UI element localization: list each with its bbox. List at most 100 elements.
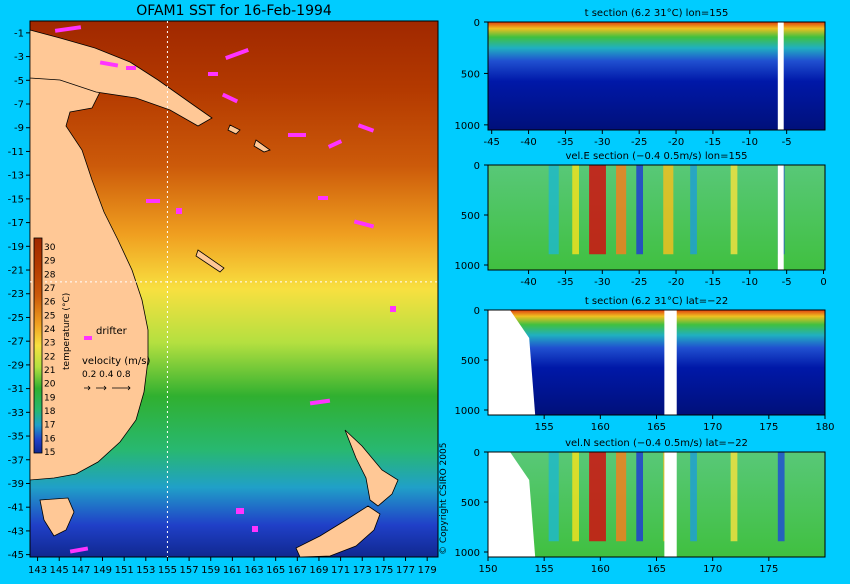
section-x-tick-label: 165 [647,564,666,575]
section-x-tick-label: -15 [705,277,721,288]
velocity-band [730,452,738,542]
drifter-track [318,196,328,200]
drifter-track [221,92,239,104]
section-y-tick-label: 500 [461,356,480,367]
drifter-track [252,526,258,532]
map-x-tick-label: 171 [331,565,350,576]
map-y-tick-label: -5 [14,76,24,87]
colorbar-bar [33,237,43,454]
map-x-tick-label: 159 [201,565,220,576]
map-x-tick-label: 173 [353,565,372,576]
section-y-tick-label: 0 [474,18,480,29]
section-panel-velE-section-lon: vel.E section (−0.4 0.5m/s) lon=155 -40 -3… [455,151,827,288]
map-y-tick-label: -37 [8,455,24,466]
section-field [488,22,825,130]
section-title: vel.E section (−0.4 0.5m/s) lon=155 [565,151,747,162]
copyright: © Copyright CSIRO 2005 [439,443,449,555]
sst-map [29,20,439,558]
velocity-band [690,452,697,542]
colorbar-tick-label: 28 [44,270,56,280]
land-australia [29,59,149,481]
section-x-tick-label: 175 [759,564,778,575]
velocity-band [690,165,697,255]
section-panels: t section (6.2 31°C) lon=155 -45 -40 -35 -30… [455,8,835,575]
map-x-tick-label: 147 [71,565,90,576]
map-y-tick-label: -13 [8,171,24,182]
section-field [488,452,825,557]
map-y-tick-label: -15 [8,194,24,205]
map-y-tick-label: -39 [8,479,24,490]
colorbar-tick-label: 21 [44,366,55,376]
drifter-track [327,139,343,149]
section-x-tick-label: -20 [668,137,684,148]
map-y-tick-label: -3 [14,52,24,63]
velocity-band [548,165,559,255]
colorbar-tick-label: 29 [44,257,56,267]
velocity-band [572,452,579,542]
section-x-tick-label: -45 [484,137,500,148]
colorbar-tick-label: 26 [44,298,56,308]
map-y-tick-label: -33 [8,408,24,419]
map-y-tick-label: -1 [14,28,24,39]
drifter-track [236,508,244,514]
section-y-tick-label: 0 [474,306,480,317]
data-gap [777,22,784,130]
colorbar-tick-label: 16 [44,434,56,444]
map-y-tick-label: -23 [8,289,24,300]
velocity-band [777,452,785,542]
colorbar-tick-label: 18 [44,407,56,417]
colorbar-title: temperature (°C) [62,293,72,370]
velocity-band [589,452,606,542]
data-gap [664,452,677,557]
section-field [488,165,825,270]
section-x-tick-label: 165 [647,422,666,433]
map-x-tick-label: 157 [180,565,199,576]
drifter-track [84,336,92,340]
map-y-axis: -1 -3 -5 -7 -9 -11 -13 -15 -17 -19 -21 -23 -25 -27 -29… [8,28,30,561]
section-x-tick-label: 180 [815,422,834,433]
map-y-tick-label: -7 [14,100,24,111]
section-x-tick-label: 155 [535,564,554,575]
drifter-track [99,60,119,68]
section-y-tick-label: 0 [474,448,480,459]
section-y-tick-label: 500 [461,498,480,509]
drifter-track [390,306,396,312]
map-x-tick-label: 143 [28,565,47,576]
map-x-tick-label: 167 [288,565,307,576]
drifter-track [225,48,249,60]
map-y-tick-label: -11 [8,147,24,158]
section-x-tick-label: 170 [703,564,722,575]
land-new-zealand-south [295,505,381,558]
drifter-track [54,25,82,33]
continental-shelf [488,310,536,415]
map-x-tick-label: 151 [115,565,134,576]
section-panel-t-section-lon: t section (6.2 31°C) lon=155 -45 -40 -35 -30… [455,8,826,148]
section-x-tick-label: -25 [631,137,647,148]
map-y-tick-label: -27 [8,337,24,348]
map-y-tick-label: -19 [8,242,24,253]
drifter-track [353,219,375,229]
colorbar-tick-label: 23 [44,339,55,349]
section-x-tick-label: -25 [631,277,647,288]
velocity-band [548,452,559,542]
section-panel-velN-section-lat: vel.N section (−0.4 0.5m/s) lat=−22 150 15… [455,438,826,575]
section-field [488,310,825,415]
land-new-caledonia [195,249,225,273]
map-y-tick-label: -41 [8,503,24,514]
land-tasmania [39,497,75,537]
map-y-tick-label: -9 [14,123,24,134]
drifter-label: drifter [96,326,128,337]
velocity-scale-arrows [84,385,131,391]
map-x-tick-label: 179 [418,565,437,576]
velocity-band [636,452,644,542]
velocity-band [730,165,738,255]
section-y-tick-label: 1000 [455,548,480,559]
section-x-tick-label: 170 [703,422,722,433]
data-gap [777,165,784,270]
section-x-tick-label: -10 [742,277,758,288]
colorbar-tick-label: 17 [44,421,55,431]
section-y-tick-label: 1000 [455,261,480,272]
velocity-label: velocity (m/s) [82,356,150,367]
velocity-scale-values: 0.2 0.4 0.8 [82,370,131,380]
